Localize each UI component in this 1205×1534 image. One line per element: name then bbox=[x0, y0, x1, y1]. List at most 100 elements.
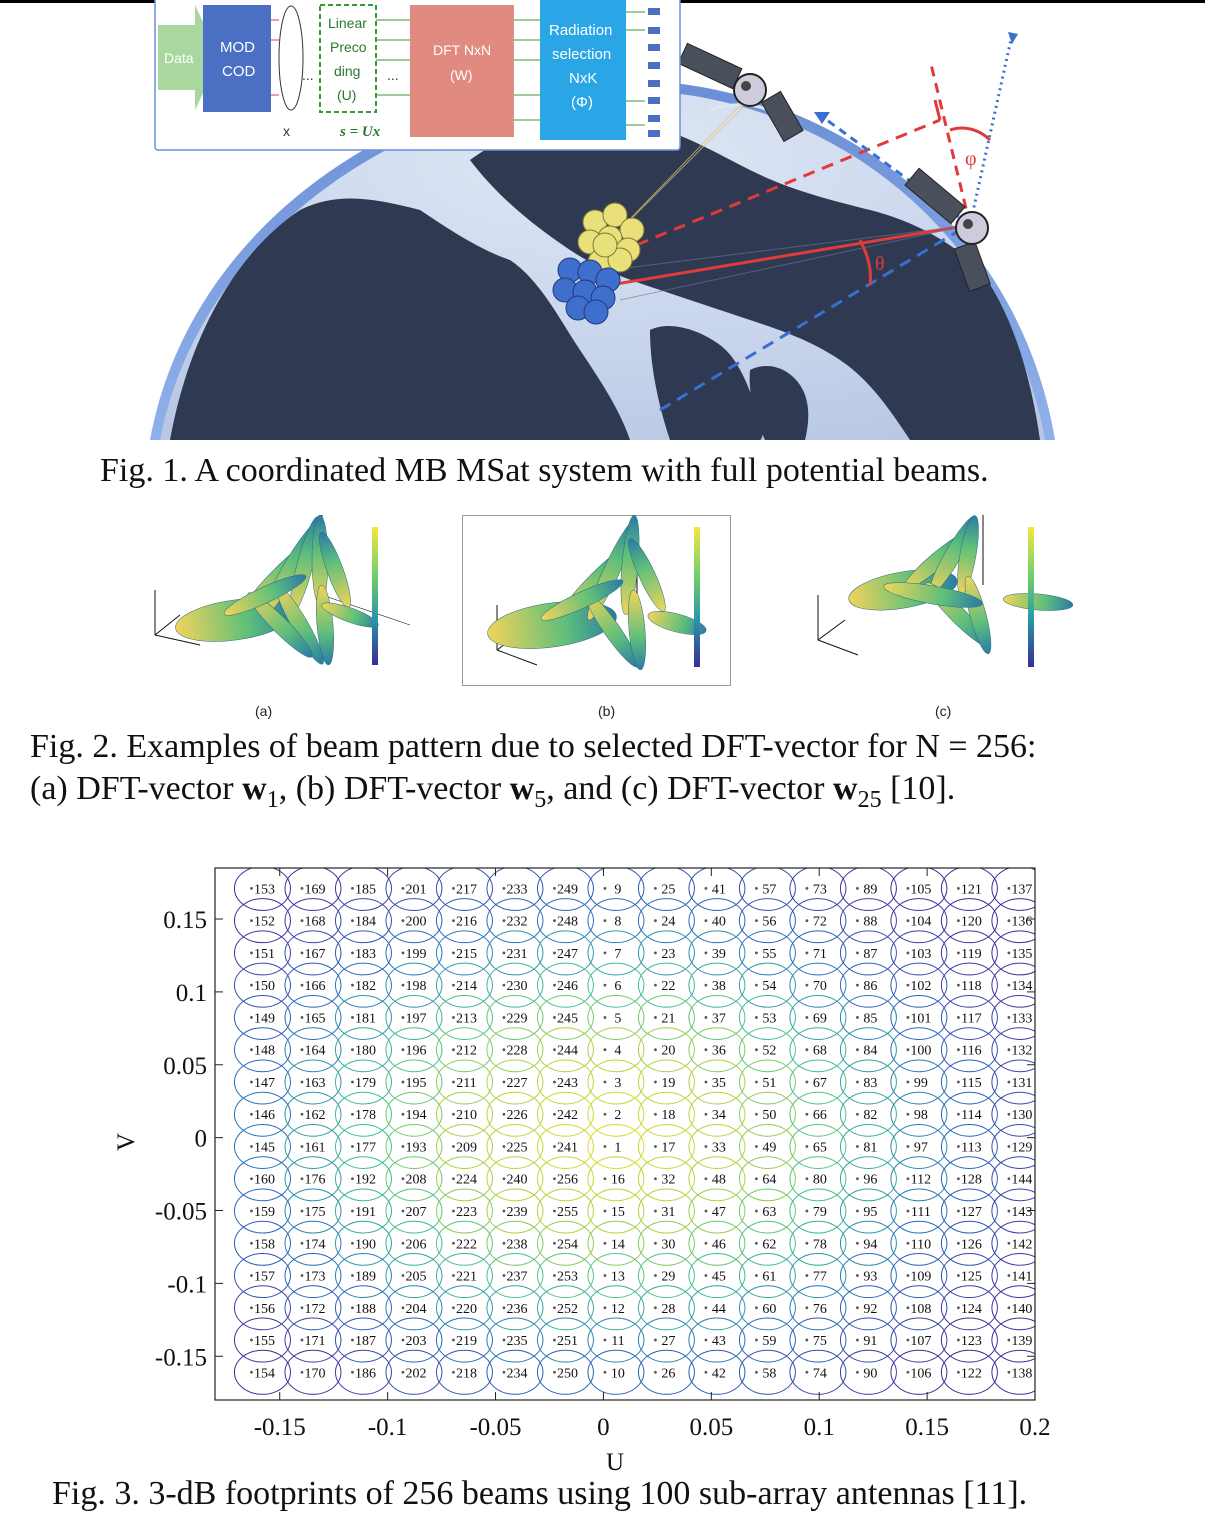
beam-label: 61 bbox=[762, 1270, 776, 1285]
beam-center-dot bbox=[603, 1080, 607, 1084]
radiation-selection-block bbox=[540, 0, 626, 140]
footprint-circle bbox=[284, 1285, 342, 1331]
beam-center-dot bbox=[805, 1241, 809, 1245]
beam-label: 220 bbox=[456, 1302, 477, 1317]
beam-label: 73 bbox=[813, 882, 827, 897]
beam-center-dot bbox=[805, 1370, 809, 1374]
beam-center-dot bbox=[856, 919, 859, 923]
footprint-circle bbox=[839, 1285, 897, 1331]
fig2-label-a: (a) bbox=[255, 703, 273, 719]
beam-center-dot bbox=[452, 919, 455, 923]
footprint-circle bbox=[940, 930, 998, 976]
beam-label: 156 bbox=[254, 1302, 275, 1317]
satellite-lower bbox=[904, 167, 991, 293]
footprint-circle bbox=[536, 1027, 594, 1073]
footprint-circle bbox=[738, 1027, 796, 1073]
beam-center-dot bbox=[502, 1338, 506, 1342]
beam-center-dot bbox=[957, 1177, 960, 1181]
beam-center-dot bbox=[755, 1048, 758, 1052]
w25-symbol: w bbox=[833, 770, 858, 807]
beam-label: 102 bbox=[910, 979, 931, 994]
beam-label: 43 bbox=[712, 1334, 726, 1349]
beam-label: 111 bbox=[911, 1205, 931, 1220]
beam-center-dot bbox=[856, 1241, 859, 1245]
beam-center-dot bbox=[553, 1016, 556, 1019]
beam-center-dot bbox=[704, 1338, 708, 1342]
footprint-circle bbox=[738, 1188, 796, 1234]
footprint-circle bbox=[334, 1123, 392, 1169]
beam-center-dot bbox=[250, 1274, 253, 1277]
footprint-circle bbox=[940, 1188, 998, 1234]
beam-label: 194 bbox=[405, 1108, 426, 1123]
beam-center-dot bbox=[805, 1338, 809, 1342]
beam-center-dot bbox=[502, 1306, 506, 1310]
footprint-circle bbox=[890, 898, 948, 944]
beam-label: 251 bbox=[557, 1334, 578, 1349]
beam-label: 122 bbox=[961, 1366, 982, 1381]
beam-label: 202 bbox=[405, 1366, 426, 1381]
footprint-circle bbox=[435, 898, 493, 944]
fig1-illustration: θ φ Data MOD COD ... x Linear Preco ding… bbox=[150, 0, 1055, 441]
footprint-circle bbox=[385, 1091, 443, 1137]
beam-center-dot bbox=[856, 1177, 859, 1181]
beam-label: 254 bbox=[557, 1237, 578, 1252]
footprint-circle bbox=[940, 1220, 998, 1266]
fig2-panel-b bbox=[462, 515, 731, 686]
beam-label: 225 bbox=[506, 1140, 527, 1155]
beam-center-dot bbox=[805, 1274, 809, 1277]
footprint-circle bbox=[233, 994, 291, 1040]
beam-label: 189 bbox=[355, 1270, 376, 1285]
beam-label: 46 bbox=[712, 1237, 726, 1252]
beam-label: 138 bbox=[1011, 1366, 1032, 1381]
beam-center-dot bbox=[603, 1370, 607, 1374]
beam-label: 129 bbox=[1011, 1140, 1032, 1155]
beam-center-dot bbox=[351, 1145, 354, 1148]
footprint-circle bbox=[991, 1220, 1035, 1266]
beam-center-dot bbox=[654, 1080, 657, 1084]
beam-label: 177 bbox=[355, 1140, 376, 1155]
beam-center-dot bbox=[351, 1112, 354, 1116]
footprint-circle bbox=[587, 1253, 645, 1299]
beam-center-dot bbox=[704, 1112, 708, 1116]
beam-center-dot bbox=[250, 1370, 253, 1374]
x-tick-label: -0.05 bbox=[469, 1414, 521, 1441]
beam-center-dot bbox=[805, 1177, 809, 1181]
beam-center-dot bbox=[856, 1016, 859, 1019]
beam-label: 193 bbox=[405, 1140, 426, 1155]
beam-center-dot bbox=[856, 1209, 859, 1213]
footprint-circle bbox=[688, 1220, 746, 1266]
beam-center-dot bbox=[300, 1274, 304, 1277]
phi-label: φ bbox=[965, 148, 977, 170]
beam-center-dot bbox=[502, 1209, 506, 1213]
beam-center-dot bbox=[250, 1338, 253, 1342]
beam-center-dot bbox=[401, 1209, 405, 1213]
y-tick-label: -0.05 bbox=[155, 1199, 207, 1226]
footprint-circle bbox=[233, 930, 291, 976]
footprint-circle bbox=[839, 1220, 897, 1266]
beam-center-dot bbox=[1007, 1177, 1011, 1181]
beam-label: 20 bbox=[661, 1044, 675, 1059]
x-tick-label: 0.1 bbox=[804, 1414, 835, 1441]
beam-center-dot bbox=[654, 887, 657, 890]
beam-center-dot bbox=[351, 1306, 354, 1310]
beam-label: 19 bbox=[661, 1076, 675, 1091]
beam-center-dot bbox=[452, 1370, 455, 1374]
beam-center-dot bbox=[553, 1370, 556, 1374]
fig2-label-c: (c) bbox=[935, 703, 952, 719]
beam-center-dot bbox=[452, 1112, 455, 1116]
beam-label: 192 bbox=[355, 1173, 376, 1188]
beam-center-dot bbox=[502, 1274, 506, 1277]
beam-label: 23 bbox=[661, 947, 675, 962]
beam-center-dot bbox=[300, 1209, 304, 1213]
footprint-circle bbox=[991, 994, 1035, 1040]
beam-center-dot bbox=[856, 1145, 859, 1148]
footprint-circle bbox=[233, 1349, 291, 1395]
beam-label: 79 bbox=[813, 1205, 827, 1220]
mod-cod-block bbox=[203, 5, 271, 112]
beam-label: 178 bbox=[355, 1108, 376, 1123]
beam-label: 162 bbox=[304, 1108, 325, 1123]
y-tick-label: 0.15 bbox=[163, 907, 207, 934]
beam-center-dot bbox=[300, 951, 304, 955]
beam-label: 161 bbox=[304, 1140, 325, 1155]
beam-center-dot bbox=[603, 1145, 607, 1148]
